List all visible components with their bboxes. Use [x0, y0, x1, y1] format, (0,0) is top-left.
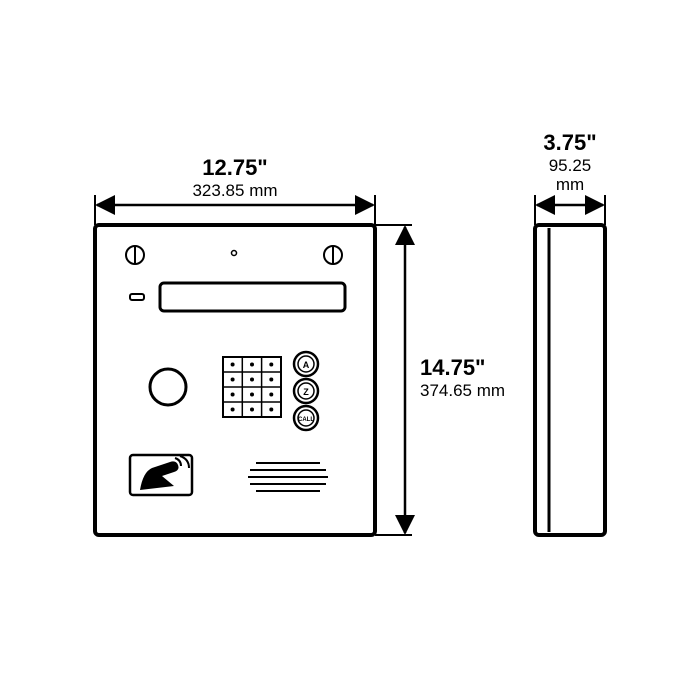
- button-a-label: A: [303, 360, 310, 370]
- button-a: A: [294, 352, 318, 376]
- depth-mm-unit: mm: [556, 175, 584, 194]
- depth-mm: 95.25: [549, 156, 592, 175]
- front-view: A Z CALL: [95, 225, 375, 535]
- depth-inches: 3.75": [543, 130, 596, 155]
- screw-right-icon: [324, 246, 342, 264]
- button-z-label: Z: [303, 387, 309, 397]
- dimension-width: 12.75" 323.85 mm: [95, 155, 375, 225]
- display-window: [160, 283, 345, 311]
- height-inches: 14.75": [420, 355, 485, 380]
- round-port-icon: [150, 369, 186, 405]
- screw-left-icon: [126, 246, 144, 264]
- speaker-grille-icon: [248, 463, 328, 491]
- dimension-depth: 3.75" 95.25 mm: [535, 130, 605, 225]
- button-z: Z: [294, 379, 318, 403]
- side-view: [535, 225, 605, 535]
- front-outline: [95, 225, 375, 535]
- width-inches: 12.75": [202, 155, 267, 180]
- led-icon: [130, 294, 144, 300]
- keypad: [223, 357, 281, 417]
- side-outline: [535, 225, 605, 535]
- pinhole-icon: [232, 251, 237, 256]
- width-mm: 323.85 mm: [192, 181, 277, 200]
- card-reader-icon: [130, 455, 192, 495]
- button-call-label: CALL: [298, 417, 314, 423]
- height-mm: 374.65 mm: [420, 381, 505, 400]
- button-call: CALL: [294, 406, 318, 430]
- dimension-height: 14.75" 374.65 mm: [375, 225, 505, 535]
